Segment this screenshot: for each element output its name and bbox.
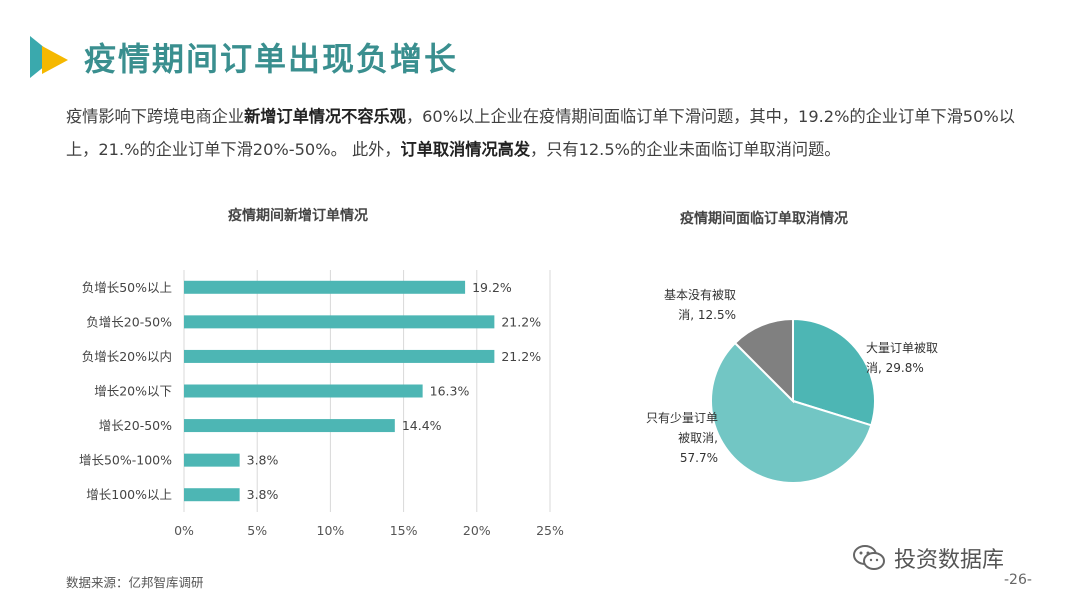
- category-label: 负增长50%以上: [82, 280, 172, 295]
- pie-slice-label: 基本没有被取: [664, 287, 736, 302]
- x-tick-label: 15%: [390, 523, 418, 538]
- intro-paragraph: 疫情影响下跨境电商企业新增订单情况不容乐观，60%以上企业在疫情期间面临订单下滑…: [66, 100, 1026, 166]
- intro-text-2: ，60%以上企业在疫情期间面临订单下滑问题，其中，19.2%的企业订单下滑50%…: [66, 107, 1015, 159]
- x-tick-label: 0%: [174, 523, 194, 538]
- x-tick-label: 5%: [247, 523, 267, 538]
- pie-slice: [733, 317, 794, 404]
- data-label: 16.3%: [430, 384, 470, 399]
- data-label: 21.2%: [501, 314, 541, 329]
- bar-chart-title: 疫情期间新增订单情况: [228, 208, 368, 224]
- bar: [184, 280, 466, 294]
- data-label: 3.8%: [247, 487, 279, 502]
- wechat-icon: [853, 545, 885, 570]
- data-source: 数据来源：亿邦智库调研: [66, 575, 204, 590]
- page-title: 疫情期间订单出现负增长: [84, 40, 459, 78]
- bar-chart: 0% 5% 10% 15% 20% 25% 负增长50%以上 19.2% 负增长20-50% 21…: [79, 270, 564, 538]
- intro-text-1: 疫情影响下跨境电商企业: [66, 107, 245, 126]
- category-label: 增长50%-100%: [79, 453, 172, 468]
- pie-slice: [792, 317, 876, 427]
- x-tick-label: 20%: [463, 523, 491, 538]
- intro-text-3: ，只有12.5%的企业未面临订单取消问题。: [530, 140, 841, 159]
- logo-play-icon: [30, 36, 68, 78]
- brand-name: 投资数据库: [894, 548, 1005, 573]
- data-label: 3.8%: [247, 453, 279, 468]
- category-label: 负增长20-50%: [86, 314, 172, 329]
- pie-slice-label: 消, 29.8%: [866, 361, 924, 375]
- page-number: -26-: [1004, 572, 1032, 588]
- category-label: 增长20-50%: [99, 418, 172, 433]
- pie-slice: [710, 341, 873, 484]
- pie-chart-title: 疫情期间面临订单取消情况: [680, 211, 848, 227]
- category-label: 增长20%以下: [94, 384, 172, 399]
- category-label: 负增长20%以内: [82, 349, 172, 364]
- bar: [184, 419, 395, 433]
- pie-slice-label: 被取消,: [678, 431, 718, 445]
- bar: [184, 488, 240, 502]
- data-label: 14.4%: [402, 418, 442, 433]
- pie-slice-label: 消, 12.5%: [678, 308, 736, 322]
- brand-watermark: 投资数据库: [852, 542, 1004, 574]
- bar: [184, 384, 423, 398]
- x-tick-label: 25%: [536, 523, 564, 538]
- intro-emphasis-2: 订单取消情况高发: [400, 140, 531, 159]
- category-label: 增长100%以上: [86, 487, 172, 502]
- intro-emphasis-1: 新增订单情况不容乐观: [244, 107, 406, 126]
- pie-slice-label: 57.7%: [680, 451, 718, 465]
- bar: [184, 349, 495, 363]
- bar: [184, 453, 240, 467]
- pie-slice-label: 只有少量订单: [646, 411, 718, 425]
- pie-slice-label: 大量订单被取: [866, 341, 938, 355]
- data-label: 21.2%: [501, 349, 541, 364]
- data-label: 19.2%: [472, 280, 512, 295]
- x-tick-label: 10%: [317, 523, 345, 538]
- bar: [184, 315, 495, 329]
